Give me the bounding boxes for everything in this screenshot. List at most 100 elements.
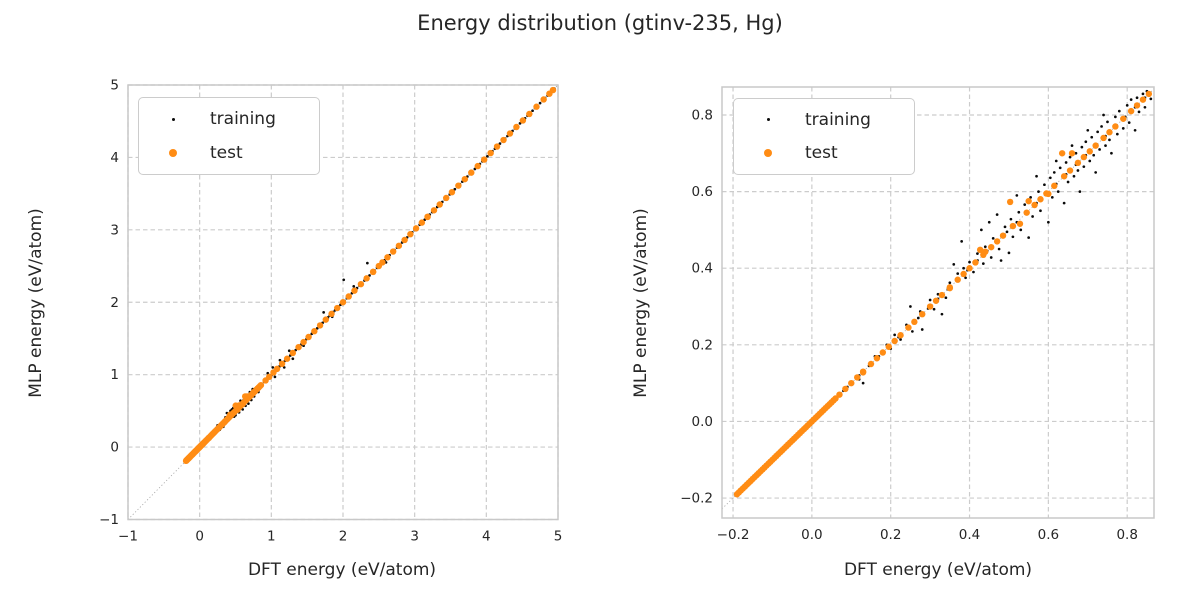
data-point <box>932 307 936 311</box>
data-point <box>406 230 414 238</box>
data-point <box>1115 132 1119 136</box>
data-point <box>1072 174 1076 178</box>
data-point <box>341 278 345 282</box>
x-tick-label: 0.4 <box>959 527 980 543</box>
data-point <box>1086 128 1090 132</box>
data-point <box>351 284 355 288</box>
data-point <box>1023 209 1030 216</box>
data-point <box>1043 183 1046 187</box>
data-point <box>1009 222 1017 230</box>
training-marker-icon <box>165 117 181 121</box>
data-point <box>357 280 364 288</box>
y-axis-label: MLP energy (eV/atom) <box>631 208 651 398</box>
data-point <box>1076 169 1080 172</box>
data-point <box>1035 174 1038 178</box>
data-point <box>257 381 264 389</box>
data-point <box>1149 97 1153 101</box>
y-tick-label: 5 <box>110 78 119 94</box>
data-point <box>493 143 500 150</box>
x-tick-label: 0.2 <box>880 527 901 543</box>
data-point <box>976 252 979 256</box>
data-point <box>879 349 887 356</box>
data-point <box>506 130 513 137</box>
x-tick-label: 0 <box>195 529 204 545</box>
data-point <box>944 296 948 300</box>
data-point <box>964 276 967 280</box>
data-point <box>530 109 534 113</box>
training-marker-icon <box>760 118 776 122</box>
data-point <box>991 236 995 240</box>
data-point <box>960 270 967 278</box>
data-point <box>952 263 956 266</box>
data-point <box>993 238 1001 245</box>
data-point <box>1074 159 1082 167</box>
data-point <box>972 270 975 274</box>
data-point <box>1133 102 1141 109</box>
data-point <box>909 305 912 308</box>
data-point <box>525 110 533 118</box>
data-point <box>1086 148 1093 155</box>
data-point <box>345 293 352 300</box>
legend-label: training <box>805 109 871 130</box>
data-point <box>1052 171 1056 174</box>
data-point <box>928 298 932 302</box>
data-point <box>981 262 985 265</box>
data-point <box>512 123 520 131</box>
data-point <box>1102 113 1105 117</box>
data-point <box>916 316 920 320</box>
data-point <box>940 312 944 316</box>
data-point <box>1066 180 1070 184</box>
data-point <box>919 310 926 318</box>
data-point <box>1106 120 1109 124</box>
legend-item-training: training <box>139 103 319 136</box>
data-point <box>1135 96 1139 100</box>
data-point <box>1092 142 1099 149</box>
data-point <box>980 228 983 232</box>
data-point <box>976 246 984 254</box>
data-point <box>1031 201 1038 209</box>
data-point <box>549 86 556 94</box>
data-point <box>1054 159 1058 163</box>
y-tick-label: 0.4 <box>692 261 713 277</box>
data-point <box>1078 190 1082 193</box>
data-point <box>1037 190 1040 193</box>
test-points <box>182 86 556 465</box>
data-point <box>1058 166 1062 170</box>
data-point <box>1047 220 1050 224</box>
y-tick-label: 4 <box>110 150 119 166</box>
data-point <box>321 311 325 314</box>
data-point <box>430 207 437 214</box>
data-point <box>1141 92 1145 96</box>
data-point <box>999 259 1003 262</box>
data-point <box>911 318 918 326</box>
legend: training test <box>138 97 320 175</box>
energy-plot-full-range: −1 0 1 2 3 4 5 −1 0 1 2 3 4 5 <box>99 78 562 545</box>
data-point <box>327 310 335 318</box>
data-point <box>1114 115 1117 119</box>
chart-title: Energy distribution (gtinv-235, Hg) <box>417 11 783 35</box>
data-point <box>454 182 462 189</box>
data-point <box>243 393 250 400</box>
data-point <box>1003 225 1007 229</box>
data-point <box>1125 104 1129 107</box>
data-point <box>987 220 991 224</box>
y-tick-label: 1 <box>110 367 119 383</box>
data-point <box>1100 125 1103 128</box>
x-tick-label: 0.0 <box>801 527 822 543</box>
data-point <box>395 242 402 249</box>
data-point <box>480 156 487 163</box>
data-point <box>948 281 952 285</box>
data-point <box>832 395 839 402</box>
data-point <box>1023 203 1027 206</box>
data-point <box>448 188 455 196</box>
data-point <box>853 374 861 381</box>
data-point <box>899 338 902 341</box>
data-point <box>1108 138 1111 142</box>
data-point <box>333 304 340 312</box>
data-point <box>294 343 302 351</box>
data-point <box>400 236 408 244</box>
data-point <box>339 299 346 306</box>
data-point <box>867 360 875 368</box>
x-tick-label: 0.8 <box>1116 527 1137 543</box>
data-point <box>905 324 912 331</box>
